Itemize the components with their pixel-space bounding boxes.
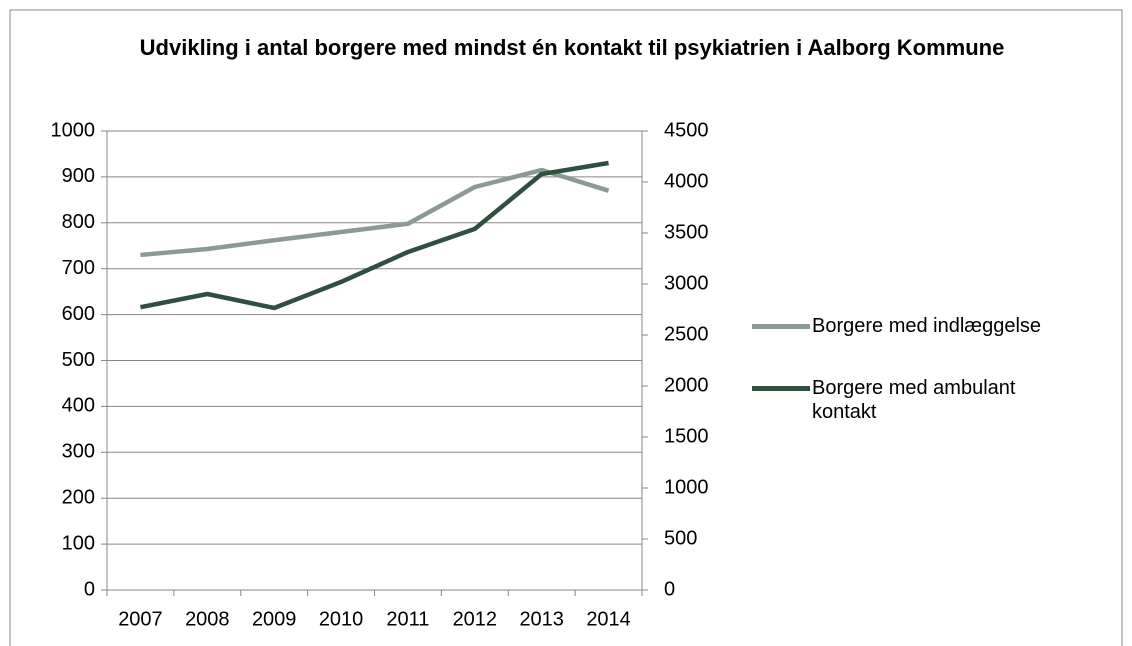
- y-tick-label: 600: [62, 303, 95, 325]
- y-tick-label: 800: [62, 211, 95, 233]
- y2-tick-label: 0: [664, 578, 675, 600]
- x-tick-label: 2012: [453, 608, 498, 630]
- series-line: [140, 160, 609, 311]
- x-tick-label: 2008: [185, 608, 230, 630]
- x-tick-label: 2013: [519, 608, 564, 630]
- x-tick-label: 2007: [118, 608, 163, 630]
- chart-border: [9, 9, 1123, 646]
- y-tick-label: 0: [84, 578, 95, 600]
- y-tick-label: 300: [62, 441, 95, 463]
- legend-label: Borgere med ambulant kontakt: [812, 377, 1016, 423]
- series-line: [140, 167, 610, 258]
- legend-item: Borgere med indlæggelse: [752, 314, 1082, 338]
- x-tick-label: 2014: [586, 608, 631, 630]
- y2-tick-label: 1500: [664, 425, 709, 447]
- legend: Borgere med indlæggelse Borgere med ambul…: [752, 314, 1082, 462]
- x-tick-label: 2011: [386, 608, 429, 630]
- y-tick-label: 200: [62, 486, 95, 508]
- y2-tick-label: 2000: [664, 374, 709, 396]
- x-tick-label: 2010: [319, 608, 364, 630]
- x-tick-label: 2009: [252, 608, 297, 630]
- y-tick-label: 1000: [51, 119, 96, 141]
- legend-label: Borgere med indlæggelse: [812, 315, 1042, 337]
- y2-tick-label: 4500: [664, 119, 709, 141]
- legend-swatch: [752, 324, 810, 329]
- y2-tick-label: 3500: [664, 221, 709, 243]
- y2-tick-label: 2500: [664, 323, 709, 345]
- legend-swatch: [752, 386, 810, 391]
- y2-tick-label: 4000: [664, 170, 709, 192]
- y-tick-label: 400: [62, 395, 95, 417]
- y2-tick-label: 1000: [664, 476, 709, 498]
- y2-tick-label: 500: [664, 527, 697, 549]
- chart-title: Udvikling i antal borgere med mindst én …: [139, 35, 1005, 60]
- y-tick-label: 700: [62, 257, 95, 279]
- legend-item: Borgere med ambulant kontakt: [752, 376, 1082, 424]
- y-tick-label: 900: [62, 165, 95, 187]
- y2-tick-label: 3000: [664, 272, 709, 294]
- y-tick-label: 100: [62, 532, 95, 554]
- y-tick-label: 500: [62, 349, 95, 371]
